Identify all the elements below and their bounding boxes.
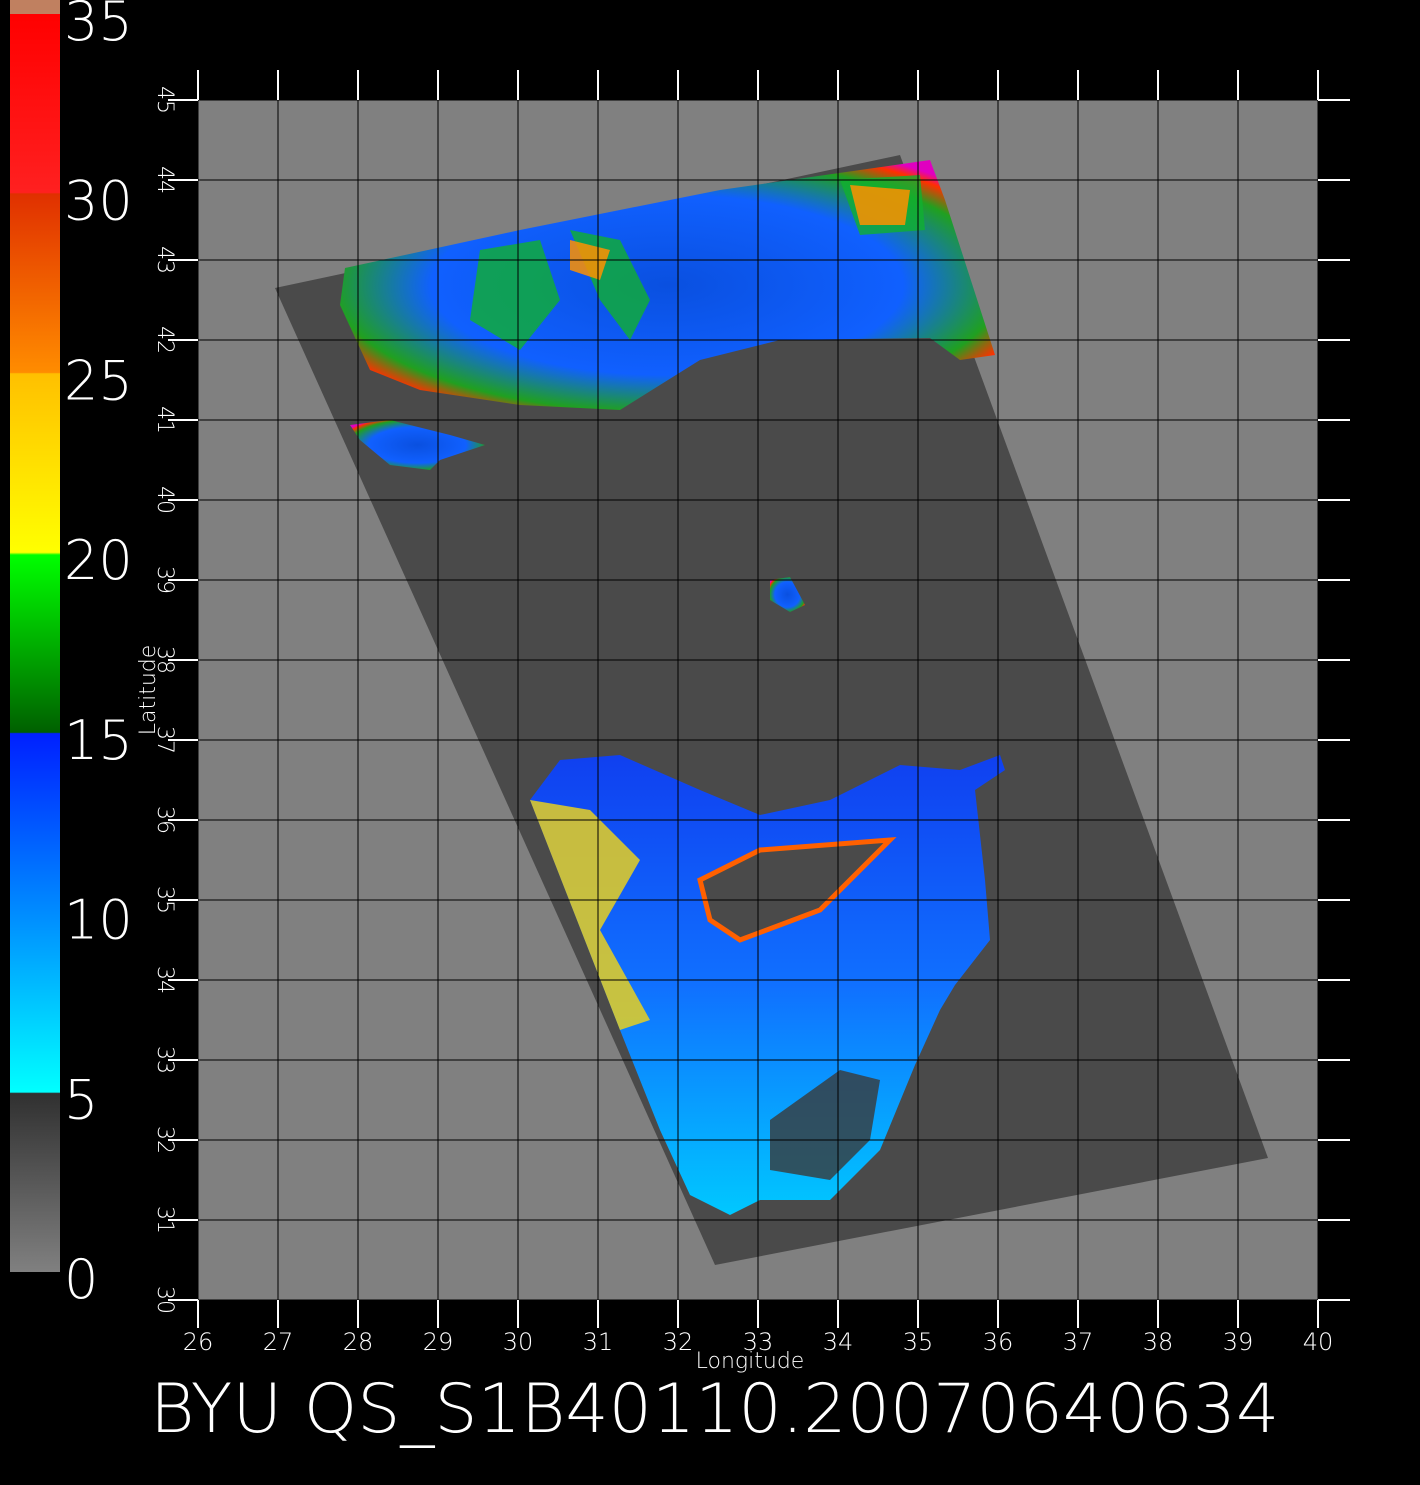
x-tick-label: 27 <box>263 1328 294 1356</box>
x-tick-label: 33 <box>743 1328 774 1356</box>
colorbar <box>10 14 60 1272</box>
colorbar-tick-label: 5 <box>64 1068 98 1131</box>
black-sea <box>340 160 995 410</box>
y-tick-label: 38 <box>152 646 177 674</box>
y-tick-label: 45 <box>152 86 177 114</box>
colorbar-tick-label: 20 <box>64 529 133 592</box>
title: BYU QS_S1B40110.20070640634 <box>150 1370 1279 1449</box>
x-tick-label: 30 <box>503 1328 534 1356</box>
y-tick-label: 35 <box>152 886 177 914</box>
y-tick-label: 33 <box>152 1046 177 1074</box>
small-lake <box>770 577 805 612</box>
x-tick-label: 35 <box>903 1328 934 1356</box>
mediterranean-sea <box>530 755 1005 1215</box>
x-tick-label: 26 <box>183 1328 214 1356</box>
x-tick-label: 32 <box>663 1328 694 1356</box>
y-tick-label: 31 <box>152 1206 177 1234</box>
black-sea-high-wind <box>570 185 910 280</box>
colorbar-tick-label: 35 <box>64 0 133 53</box>
y-tick-label: 39 <box>152 566 177 594</box>
cyprus <box>697 836 897 943</box>
y-tick-label: 30 <box>152 1286 177 1314</box>
sea-high-wind <box>530 800 650 1030</box>
x-tick-label: 29 <box>423 1328 454 1356</box>
y-tick-label: 42 <box>152 326 177 354</box>
colorbar-tick-label: 30 <box>64 170 133 233</box>
colorbar-tick-label: 25 <box>64 349 133 412</box>
x-tick-label: 39 <box>1223 1328 1254 1356</box>
low-wind-patch <box>770 1070 880 1180</box>
y-tick-label: 41 <box>152 406 177 434</box>
x-tick-label: 28 <box>343 1328 374 1356</box>
colorbar-cap <box>10 0 60 14</box>
y-tick-label: 37 <box>152 726 177 754</box>
colorbar-tick-label: 0 <box>64 1248 98 1311</box>
x-tick-label: 38 <box>1143 1328 1174 1356</box>
colorbar-tick-label: 10 <box>64 889 133 952</box>
x-tick-label: 31 <box>583 1328 614 1356</box>
y-tick-label: 36 <box>152 806 177 834</box>
x-tick-label: 34 <box>823 1328 854 1356</box>
y-tick-label: 32 <box>152 1126 177 1154</box>
y-tick-label: 40 <box>152 486 177 514</box>
x-tick-label: 37 <box>1063 1328 1094 1356</box>
x-axis-label: Longitude <box>696 1349 805 1374</box>
y-tick-label: 44 <box>152 166 177 194</box>
x-tick-label: 36 <box>983 1328 1014 1356</box>
y-tick-label: 34 <box>152 966 177 994</box>
swath <box>275 155 1268 1265</box>
x-tick-label: 40 <box>1303 1328 1334 1356</box>
colorbar-tick-label: 15 <box>64 709 133 772</box>
y-tick-label: 43 <box>152 246 177 274</box>
marmara-sea <box>350 420 485 470</box>
y-axis-label: Latitude <box>136 645 161 736</box>
